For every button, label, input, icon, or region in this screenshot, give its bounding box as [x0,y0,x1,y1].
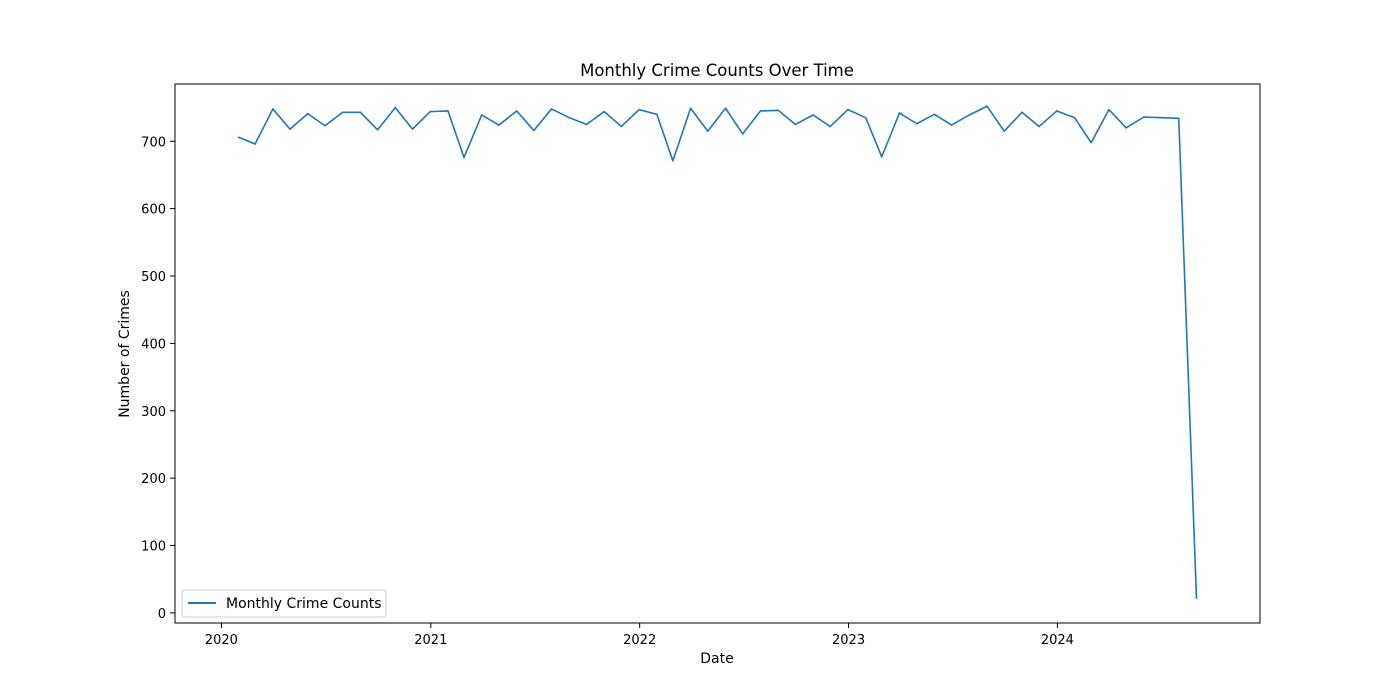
data-point [550,108,553,110]
data-point [741,133,744,135]
y-tick-label: 300 [141,405,166,420]
data-point [463,156,465,159]
data-point [1038,125,1040,128]
data-point [1195,597,1198,599]
data-point [376,129,379,131]
data-point [411,128,414,130]
data-point [777,109,779,112]
data-point [1143,116,1145,118]
data-point [533,129,535,132]
data-point [585,123,588,126]
data-point [689,107,692,110]
data-point [915,122,918,125]
data-point [880,155,883,158]
data-point [254,143,256,145]
data-point [950,124,953,126]
y-tick-label: 0 [158,607,166,622]
data-point [706,130,709,132]
x-axis: 2020 2021 2022 2023 2024 [205,623,1074,648]
data-point [394,106,397,109]
y-tick-label: 500 [141,270,166,285]
x-tick-label: 2020 [205,633,238,648]
data-point [237,136,240,139]
data-point [724,107,727,110]
y-tick-label: 700 [141,135,166,150]
data-point [1073,116,1076,119]
data-point [568,116,571,119]
data-point [864,116,867,119]
series-layer [237,105,1198,599]
data-point [672,160,674,162]
data-point [498,124,500,126]
data-point [1003,130,1005,132]
x-tick-label: 2023 [832,633,865,648]
data-point [1160,116,1162,119]
chart-title: Monthly Crime Counts Over Time [580,61,854,80]
data-point [324,124,326,127]
y-axis-label: Number of Crimes [117,290,133,418]
data-point [986,105,988,108]
y-axis: 0 100 200 300 400 500 600 700 [141,135,175,622]
data-point [933,113,936,116]
data-point [829,125,832,128]
data-point [1056,110,1058,112]
legend: Monthly Crime Counts [181,589,387,618]
data-point [620,125,623,128]
y-tick-label: 600 [141,203,166,218]
data-point [341,111,344,114]
data-point [447,110,449,112]
data-point [847,108,849,111]
data-point [603,110,605,113]
y-tick-label: 100 [141,540,166,555]
x-tick-label: 2022 [623,633,656,648]
data-point [638,108,640,111]
data-point [429,110,432,113]
data-point [1177,117,1180,120]
data-point [1108,108,1110,111]
x-tick-label: 2021 [414,633,447,648]
data-point [1021,111,1023,114]
data-point [1125,126,1127,129]
plot-area-frame [174,83,1261,624]
data-point [656,113,658,116]
x-tick-label: 2024 [1041,633,1074,648]
y-tick-label: 200 [141,472,166,487]
data-point [359,111,362,114]
data-point [480,114,483,116]
series-line-0 [238,105,1198,599]
legend-box [181,589,387,618]
data-point [515,110,518,112]
y-tick-label: 400 [141,337,166,352]
data-point [794,123,797,126]
data-point [812,114,814,116]
x-axis-label: Date [700,651,733,667]
data-point [289,128,291,130]
data-point [272,108,274,110]
data-point [759,110,762,112]
data-point [898,112,901,114]
legend-label: Monthly Crime Counts [226,596,382,612]
data-point [1090,141,1092,144]
data-point [968,114,971,116]
data-point [306,112,309,115]
